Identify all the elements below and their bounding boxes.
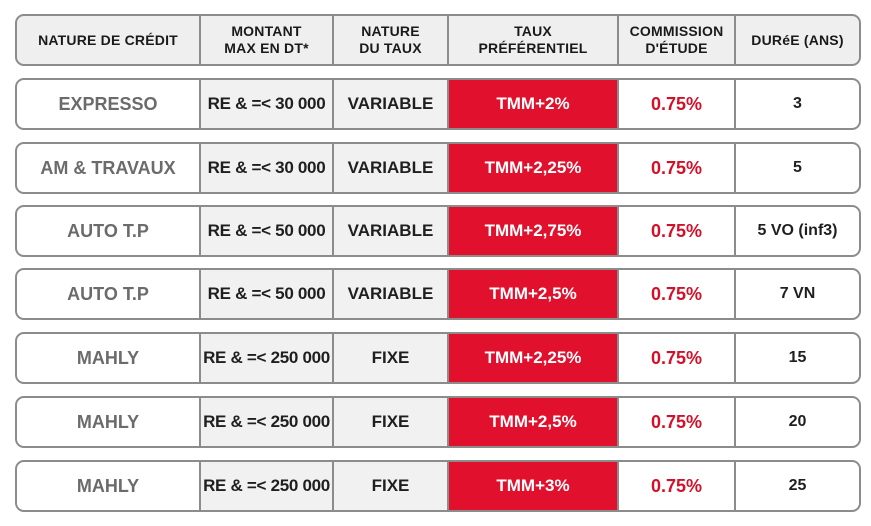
header-duree: DURéE (ANS): [751, 31, 844, 48]
header-commission-line2: D'ÉTUDE: [645, 40, 708, 56]
table-row: AUTO T.P RE & =< 50 000 VARIABLE TMM+2,5% 0.…: [15, 268, 861, 320]
table-header: NATURE DE CRÉDIT MONTANT MAX EN DT* NATUR…: [15, 14, 861, 66]
cell-taux-preferentiel: TMM+2,75%: [449, 207, 619, 255]
header-commission-line1: COMMISSION: [629, 23, 724, 39]
cell-commission: 0.75%: [619, 270, 736, 318]
table-row: MAHLY RE & =< 250 000 FIXE TMM+2,5% 0.75% 20: [15, 396, 861, 448]
cell-taux-preferentiel: TMM+2,25%: [449, 334, 619, 382]
header-montant-line2: MAX EN DT*: [224, 40, 309, 56]
cell-duree: 25: [788, 477, 807, 494]
header-nature-taux-line2: DU TAUX: [359, 40, 422, 56]
cell-montant: RE & =< 30 000: [201, 80, 334, 128]
cell-commission: 0.75%: [619, 144, 736, 192]
cell-montant: RE & =< 30 000: [201, 144, 334, 192]
cell-montant: RE & =< 50 000: [201, 270, 334, 318]
cell-nature: MAHLY: [17, 398, 201, 446]
cell-duree: 15: [788, 349, 807, 366]
cell-nature-taux: VARIABLE: [334, 80, 449, 128]
cell-nature: MAHLY: [17, 462, 201, 510]
cell-commission: 0.75%: [619, 398, 736, 446]
cell-nature-taux: VARIABLE: [334, 207, 449, 255]
cell-commission: 0.75%: [619, 80, 736, 128]
cell-nature: MAHLY: [17, 334, 201, 382]
table-row: AM & TRAVAUX RE & =< 30 000 VARIABLE TMM+2,…: [15, 142, 861, 194]
cell-duree: 3: [793, 95, 802, 112]
table-row: EXPRESSO RE & =< 30 000 VARIABLE TMM+2% 0.75…: [15, 78, 861, 130]
cell-commission: 0.75%: [619, 334, 736, 382]
cell-nature: AUTO T.P: [17, 270, 201, 318]
cell-nature-taux: VARIABLE: [334, 144, 449, 192]
cell-taux-preferentiel: TMM+3%: [449, 462, 619, 510]
cell-taux-preferentiel: TMM+2,5%: [449, 270, 619, 318]
header-commission: COMMISSION D'ÉTUDE: [619, 16, 736, 64]
cell-montant: RE & =< 250 000: [201, 462, 334, 510]
cell-montant: RE & =< 250 000: [201, 334, 334, 382]
header-taux-line1: TAUX: [514, 23, 552, 39]
cell-nature-taux: FIXE: [334, 334, 449, 382]
cell-commission: 0.75%: [619, 207, 736, 255]
cell-nature: EXPRESSO: [17, 80, 201, 128]
table-row: MAHLY RE & =< 250 000 FIXE TMM+2,25% 0.75% 15: [15, 332, 861, 384]
cell-montant: RE & =< 250 000: [201, 398, 334, 446]
header-montant-line1: MONTANT: [231, 23, 302, 39]
cell-nature-taux: FIXE: [334, 462, 449, 510]
cell-commission: 0.75%: [619, 462, 736, 510]
header-nature-taux-line1: NATURE: [361, 23, 420, 39]
cell-taux-preferentiel: TMM+2,25%: [449, 144, 619, 192]
cell-taux-preferentiel: TMM+2%: [449, 80, 619, 128]
cell-taux-preferentiel: TMM+2,5%: [449, 398, 619, 446]
cell-nature: AUTO T.P: [17, 207, 201, 255]
cell-nature: AM & TRAVAUX: [17, 144, 201, 192]
table-row: MAHLY RE & =< 250 000 FIXE TMM+3% 0.75% 25: [15, 460, 861, 512]
cell-montant: RE & =< 50 000: [201, 207, 334, 255]
header-montant: MONTANT MAX EN DT*: [201, 16, 334, 64]
cell-nature-taux: FIXE: [334, 398, 449, 446]
cell-duree: 5 VO (inf3): [757, 222, 838, 239]
cell-duree: 7 VN: [779, 285, 816, 302]
table-row: AUTO T.P RE & =< 50 000 VARIABLE TMM+2,75% 0…: [15, 205, 861, 257]
header-nature-taux: NATURE DU TAUX: [334, 16, 449, 64]
cell-nature-taux: VARIABLE: [334, 270, 449, 318]
cell-duree: 5: [793, 159, 802, 176]
cell-duree: 20: [788, 413, 807, 430]
header-nature-credit: NATURE DE CRÉDIT: [17, 16, 201, 64]
header-taux-line2: PRÉFÉRENTIEL: [478, 40, 588, 56]
header-taux-preferentiel: TAUX PRÉFÉRENTIEL: [449, 16, 619, 64]
